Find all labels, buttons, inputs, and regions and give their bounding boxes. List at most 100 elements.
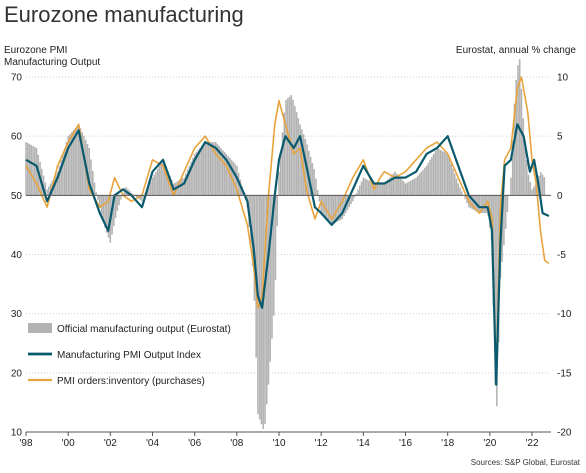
output-bar	[304, 139, 307, 196]
output-bar	[195, 151, 198, 196]
output-bar	[232, 161, 235, 196]
output-bar	[186, 169, 189, 196]
output-bar	[297, 118, 300, 196]
output-bar	[199, 148, 201, 196]
output-bar	[220, 148, 222, 196]
x-tick-label: '02	[104, 438, 117, 449]
output-bar	[392, 173, 395, 196]
output-bar	[118, 195, 120, 206]
x-tick-label: '10	[272, 438, 285, 449]
output-bar	[213, 142, 215, 196]
output-bar	[438, 148, 440, 196]
output-bar	[450, 163, 452, 196]
output-bar	[48, 186, 50, 196]
output-bar	[160, 162, 163, 196]
x-tick-label: '18	[441, 438, 454, 449]
output-bar	[494, 195, 496, 385]
output-bar	[116, 195, 119, 211]
output-bar	[402, 181, 405, 196]
output-bar	[504, 195, 507, 229]
output-bar	[299, 124, 301, 196]
output-bar	[401, 179, 403, 196]
legend-label: PMI orders:inventory (purchases)	[57, 376, 205, 387]
output-bar	[315, 178, 317, 196]
output-bar	[35, 148, 38, 196]
output-bar	[288, 96, 291, 196]
right-tick-label: -5	[557, 250, 566, 261]
output-bar	[25, 142, 27, 196]
output-bar	[258, 195, 261, 420]
output-bar	[99, 195, 101, 208]
output-bar	[218, 146, 221, 196]
output-bar	[318, 195, 321, 202]
output-bar	[390, 175, 393, 196]
output-bar	[417, 175, 419, 196]
output-bar	[269, 195, 272, 362]
output-bar	[341, 195, 344, 219]
output-bar	[517, 65, 519, 196]
output-bar	[529, 182, 532, 196]
output-bar	[397, 175, 400, 196]
left-axis-label-line2: Manufacturing Output	[4, 57, 101, 68]
output-bar	[425, 165, 428, 196]
output-bar	[515, 79, 518, 196]
output-bar	[503, 195, 505, 246]
output-bar	[260, 195, 263, 425]
x-tick-label: '12	[315, 438, 328, 449]
output-bar	[395, 173, 398, 196]
output-bar	[380, 183, 382, 196]
source-note: Sources: S&P Global, Eurostat	[470, 458, 580, 467]
output-bar	[216, 144, 219, 196]
output-bar	[88, 148, 91, 196]
output-bar	[330, 195, 333, 225]
output-bar	[453, 173, 456, 196]
output-bar	[223, 151, 226, 196]
output-bar	[376, 183, 379, 196]
output-bar	[459, 187, 461, 196]
output-bar	[325, 195, 328, 219]
output-bar	[541, 174, 544, 196]
right-tick-label: 5	[557, 132, 563, 143]
output-bar	[469, 195, 472, 209]
output-bar	[452, 168, 454, 196]
output-bar	[63, 148, 66, 196]
output-bar	[197, 149, 199, 196]
output-bar	[28, 144, 31, 196]
output-bar	[320, 195, 322, 214]
output-bar	[279, 151, 282, 196]
output-bar	[214, 142, 217, 196]
output-bar	[534, 184, 537, 196]
output-bar	[158, 165, 161, 196]
output-bar	[139, 195, 141, 200]
output-bar	[439, 149, 442, 196]
output-bar	[478, 195, 481, 214]
output-bar	[332, 195, 335, 224]
chart-title: Eurozone manufacturing	[4, 2, 244, 27]
output-bar	[135, 195, 138, 198]
output-bars	[25, 59, 546, 430]
output-bar	[72, 130, 75, 196]
output-bar	[79, 128, 82, 196]
output-bar	[506, 195, 509, 213]
output-bar	[294, 105, 296, 196]
output-bar	[334, 195, 337, 223]
left-tick-label: 60	[11, 132, 23, 143]
output-bar	[418, 173, 421, 196]
output-bar	[353, 195, 356, 198]
output-bar	[44, 182, 47, 196]
output-bar	[181, 178, 184, 196]
legend-label: Official manufacturing output (Eurostat)	[57, 324, 231, 335]
output-bar	[90, 159, 92, 196]
output-bar	[329, 195, 331, 223]
x-tick-label: '06	[188, 438, 201, 449]
output-bar	[97, 195, 99, 200]
output-bar	[511, 140, 514, 196]
output-bar	[167, 171, 170, 196]
output-bar	[309, 156, 312, 196]
output-bar	[352, 195, 354, 202]
output-bar	[32, 146, 34, 196]
series-lines	[25, 76, 550, 386]
output-bar	[156, 168, 159, 196]
output-bar	[364, 178, 366, 196]
output-bar	[281, 132, 284, 196]
